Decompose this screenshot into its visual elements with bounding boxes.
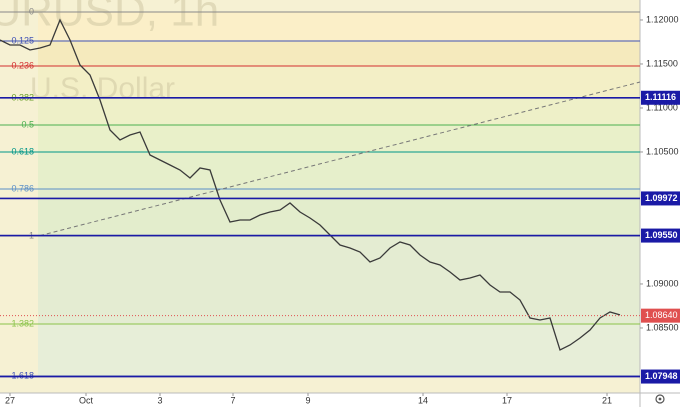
x-tick-label: 27 xyxy=(5,395,15,405)
x-tick-label: 21 xyxy=(602,395,612,405)
watermark-title: EURUSD, 1h xyxy=(0,0,219,36)
fib-label: 0.786 xyxy=(11,183,34,193)
fib-band xyxy=(38,41,640,66)
fib-band xyxy=(38,189,640,237)
settings-hub xyxy=(658,397,662,401)
x-tick-label: Oct xyxy=(79,395,94,405)
fib-band xyxy=(38,65,640,99)
price-label: 1.09972 xyxy=(645,193,678,203)
fib-band xyxy=(38,151,640,190)
price-label-box xyxy=(641,90,680,105)
fib-band xyxy=(38,98,640,125)
x-tick-label: 17 xyxy=(502,395,512,405)
settings-icon[interactable] xyxy=(655,394,665,404)
fib-label: 0.5 xyxy=(21,119,34,129)
last-price-box xyxy=(641,308,680,323)
fib-band xyxy=(38,324,640,377)
x-tick-label: 9 xyxy=(305,395,310,405)
trend-line xyxy=(39,81,641,237)
last-price-label: 1.08640 xyxy=(645,310,678,320)
price-line xyxy=(0,18,621,351)
y-tick-label: 1.08500 xyxy=(646,322,679,332)
fib-label: 0.236 xyxy=(11,60,34,70)
price-label: 1.07948 xyxy=(645,371,678,381)
x-tick-label: 3 xyxy=(157,395,162,405)
fib-label: 1.618 xyxy=(11,370,34,380)
watermark-subtitle: U.S. Dollar xyxy=(30,72,175,105)
fib-label: 0.125 xyxy=(11,35,34,45)
y-tick-label: 1.12000 xyxy=(646,14,679,24)
fib-label: 0.618 xyxy=(11,146,34,156)
x-tick-label: 14 xyxy=(418,395,428,405)
fib-bands xyxy=(0,0,640,393)
settings-gear[interactable] xyxy=(655,394,665,404)
price-label-box xyxy=(641,369,680,384)
fib-label: 0 xyxy=(29,6,34,16)
y-tick-label: 1.11500 xyxy=(646,58,678,68)
y-tick-label: 1.09000 xyxy=(646,278,679,288)
fib-label: 1.382 xyxy=(11,318,34,328)
fib-band xyxy=(38,124,640,152)
fib-band xyxy=(38,11,640,42)
price-label-box xyxy=(641,228,680,243)
y-tick-label: 1.11000 xyxy=(646,102,678,112)
price-label: 1.09550 xyxy=(645,230,678,240)
y-tick-label: 1.10500 xyxy=(646,146,679,156)
fib-band xyxy=(38,236,640,325)
x-tick-label: 7 xyxy=(230,395,235,405)
price-label-box xyxy=(641,191,680,206)
price-label: 1.11116 xyxy=(645,92,676,102)
